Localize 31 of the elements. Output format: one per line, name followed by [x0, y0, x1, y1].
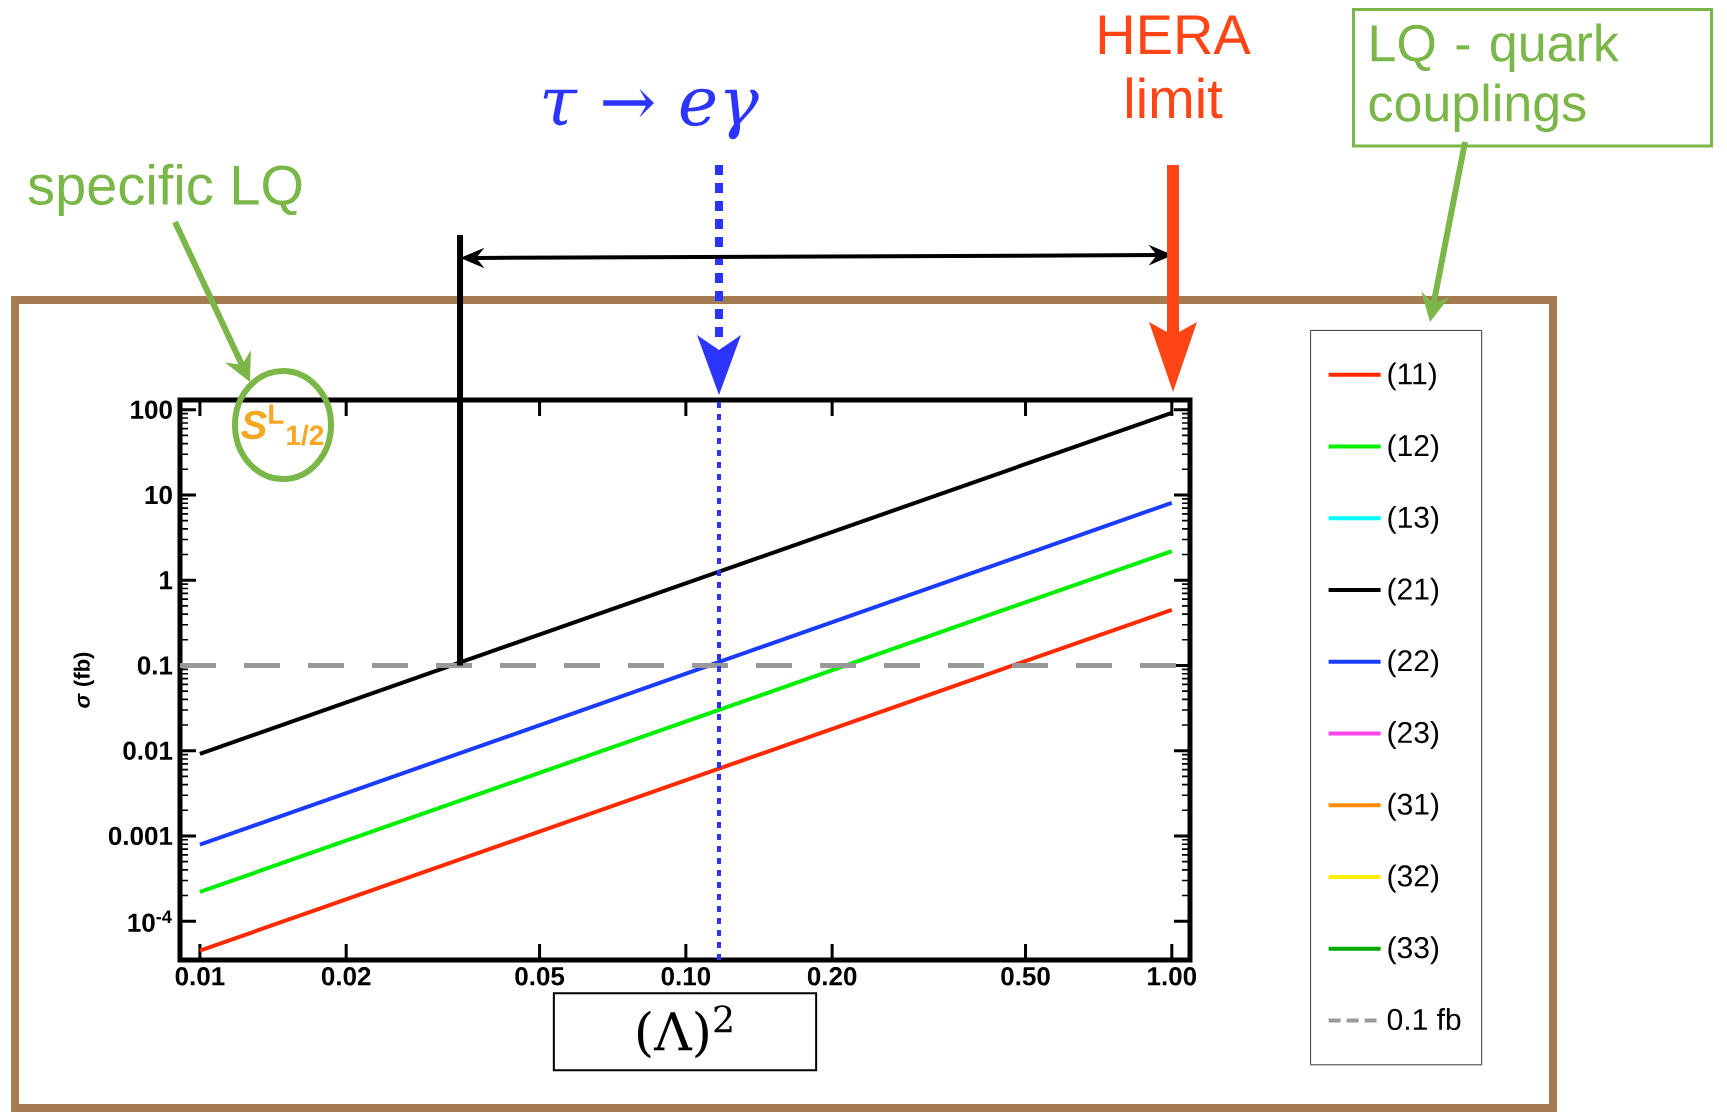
annotation: S$^{L}$1/2 — [241, 404, 324, 446]
x-tick-label: 0.05 — [515, 967, 565, 986]
legend-label: (31) — [1388, 792, 1439, 821]
y-tick-label: 10 — [145, 485, 172, 505]
x-tick-label: 0.20 — [807, 967, 857, 986]
x-tick-label: 0.02 — [321, 967, 371, 986]
x-tick-label: 0.10 — [661, 967, 711, 986]
y-tick-label: 0.1 — [137, 656, 173, 675]
x-tick-label: 0.50 — [1001, 967, 1050, 986]
legend-label: (13) — [1388, 505, 1439, 534]
legend-label: (12) — [1388, 434, 1439, 463]
legend-label: 0.1 fb — [1387, 1008, 1461, 1031]
ref-line-label: τ → eγ — [543, 88, 759, 140]
y-tick-label: 100 — [131, 400, 172, 419]
legend-label: (23) — [1388, 721, 1439, 750]
legend-label: (11) — [1388, 362, 1436, 391]
y-tick-label: 0.01 — [123, 741, 173, 760]
x-tick-label: 0.01 — [175, 967, 225, 986]
legend-label: (33) — [1388, 936, 1439, 965]
text: specific LQ — [28, 163, 302, 217]
legend-label: (22) — [1388, 649, 1439, 678]
y-tick-label: 0.001 — [108, 826, 173, 846]
legend-label: (21) — [1388, 577, 1439, 606]
x-axis-title: (Λ)$^{2}$ — [637, 1005, 732, 1059]
text: HERA limit — [1099, 15, 1251, 119]
x-tick-label: 1.00 — [1148, 967, 1197, 986]
text: LQ - quark couplings — [1369, 23, 1619, 132]
y-tick-label: 1 — [160, 571, 173, 590]
legend-label: (32) — [1388, 864, 1439, 893]
y-axis-title: σ (fb) — [73, 652, 95, 708]
y-tick-label: 10$^{-4}$ — [128, 910, 172, 932]
